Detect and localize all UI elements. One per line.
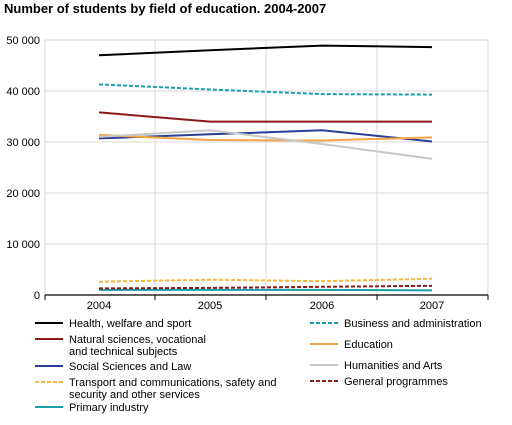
legend-label: Social Sciences and Law	[69, 361, 191, 373]
x-tick-label: 2007	[420, 300, 444, 312]
series-line-8	[98, 284, 433, 290]
legend-label: Humanities and Arts	[344, 360, 443, 372]
legend-label: Education	[344, 339, 393, 351]
legend-label: Business and administration	[344, 318, 482, 330]
legend-label: and technical subjects	[69, 346, 178, 358]
legend-label: Natural sciences, vocational	[69, 334, 206, 346]
y-tick-label: 0	[34, 290, 40, 302]
series-lines	[98, 44, 433, 292]
series-line-2	[98, 129, 433, 143]
series-line-7	[98, 129, 433, 160]
series-line-6	[98, 133, 433, 142]
legend-label: Transport and communications, safety and	[69, 377, 276, 389]
series-line-0	[98, 44, 433, 57]
series-line-1	[98, 111, 432, 123]
x-tick-labels: 2004 2005 2006 2007	[87, 300, 444, 312]
chart-title: Number of students by field of education…	[4, 1, 327, 16]
x-tick-label: 2004	[87, 300, 111, 312]
legend-label: security and other services	[69, 389, 200, 401]
series-line-5	[98, 83, 433, 96]
series-line-3	[98, 277, 433, 283]
axes	[44, 294, 489, 300]
y-tick-label: 10 000	[6, 239, 40, 251]
legend-label: Primary industry	[69, 402, 149, 414]
legend-label: General programmes	[344, 376, 448, 388]
legend-label: Health, welfare and sport	[69, 318, 191, 330]
y-tick-label: 30 000	[6, 137, 40, 149]
y-tick-labels: 0 10 000 20 000 30 000 40 000 50 000	[6, 35, 40, 302]
y-tick-label: 40 000	[6, 86, 40, 98]
y-tick-label: 50 000	[6, 35, 40, 47]
grid	[44, 39, 489, 296]
x-tick-label: 2006	[310, 300, 334, 312]
y-tick-label: 20 000	[6, 188, 40, 200]
legend: Health, welfare and sport Natural science…	[35, 318, 482, 414]
x-tick-label: 2005	[198, 300, 222, 312]
series-line-4	[99, 288, 433, 292]
